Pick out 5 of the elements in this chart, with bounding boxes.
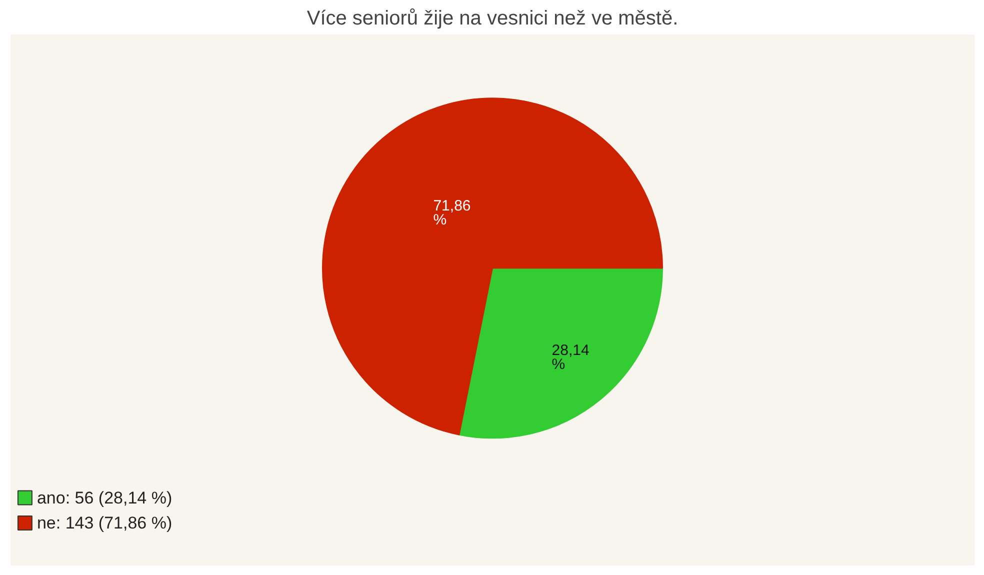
legend-label: ano: 56 (28,14 %) xyxy=(36,488,172,508)
chart-title: Více seniorů žije na vesnici než ve městě. xyxy=(306,8,678,30)
data-label: 28,14 % xyxy=(552,342,590,373)
legend-label: ne: 143 (71,86 %) xyxy=(36,514,172,533)
data-label: 71,86 % xyxy=(433,197,471,228)
